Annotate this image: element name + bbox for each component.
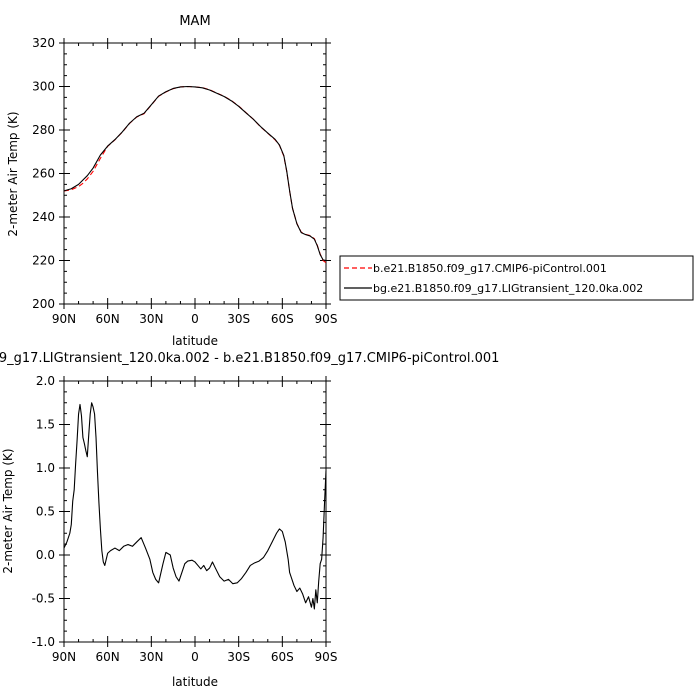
bottom-chart-title: bg.e21.B1850.f09_g17.LIGtransient_120.0k… xyxy=(0,351,499,366)
bottom-y-tick-label: 0.0 xyxy=(36,548,55,562)
top-x-tick-label: 30S xyxy=(227,312,250,326)
top-chart-title: MAM xyxy=(179,14,210,29)
top-y-tick-label: 300 xyxy=(32,80,55,94)
top-y-tick-label: 200 xyxy=(32,297,55,311)
bottom-chart: bg.e21.B1850.f09_g17.LIGtransient_120.0k… xyxy=(0,351,499,689)
bottom-x-axis-label: latitude xyxy=(172,675,218,689)
bottom-series-line-0 xyxy=(63,402,327,610)
top-y-tick-label: 220 xyxy=(32,254,55,268)
top-series-group xyxy=(63,85,327,264)
bottom-x-tick-label: 60S xyxy=(271,650,294,664)
top-x-tick-label: 90S xyxy=(315,312,338,326)
top-x-tick-label: 60S xyxy=(271,312,294,326)
bottom-x-tick-label: 90N xyxy=(52,650,76,664)
bottom-y-tick-label: -1.0 xyxy=(32,635,55,649)
top-y-axis-label: 2-meter Air Temp (K) xyxy=(6,111,20,236)
bottom-x-tick-label: 30N xyxy=(139,650,163,664)
legend: b.e21.B1850.f09_g17.CMIP6-piControl.001 … xyxy=(339,255,694,301)
top-x-tick-label: 60N xyxy=(96,312,120,326)
top-y-tick-label: 240 xyxy=(32,210,55,224)
bottom-plot-frame xyxy=(63,380,327,643)
top-series-line-1 xyxy=(63,85,327,262)
top-x-tick-label: 30N xyxy=(139,312,163,326)
bottom-x-tick-label: 0 xyxy=(191,650,199,664)
top-y-tick-label: 280 xyxy=(32,123,55,137)
bottom-axis-ticks: 90N 60N 30N 0 30S 60S 90S -1.0 -0.5 0.0 0.5 1.0 1.5 2… xyxy=(32,374,338,664)
bottom-x-tick-label: 90S xyxy=(315,650,338,664)
bottom-y-tick-label: -0.5 xyxy=(32,592,55,606)
legend-label-lig-transient: bg.e21.B1850.f09_g17.LIGtransient_120.0k… xyxy=(373,282,643,295)
top-axis-ticks: 90N 60N 30N 0 30S 60S 90S 200 220 240 260 280 300 320 xyxy=(32,36,337,326)
top-x-tick-label: 0 xyxy=(191,312,199,326)
legend-box xyxy=(339,255,694,301)
bottom-y-axis-label: 2-meter Air Temp (K) xyxy=(1,448,15,573)
top-x-tick-label: 90N xyxy=(52,312,76,326)
legend-label-pi-control: b.e21.B1850.f09_g17.CMIP6-piControl.001 xyxy=(373,262,607,275)
top-y-tick-label: 260 xyxy=(32,167,55,181)
top-x-axis-label: latitude xyxy=(172,334,218,348)
bottom-y-tick-label: 1.5 xyxy=(36,418,55,432)
bottom-y-tick-label: 2.0 xyxy=(36,374,55,388)
bottom-x-tick-label: 30S xyxy=(227,650,250,664)
bottom-x-tick-label: 60N xyxy=(96,650,120,664)
bottom-y-tick-label: 0.5 xyxy=(36,505,55,519)
bottom-y-tick-label: 1.0 xyxy=(36,461,55,475)
top-chart: MAM 90N 60N 30N 0 30S 60S 90S 200 220 240 260 280 30… xyxy=(6,14,337,348)
top-y-tick-label: 320 xyxy=(32,36,55,50)
bottom-series-group xyxy=(63,402,327,610)
